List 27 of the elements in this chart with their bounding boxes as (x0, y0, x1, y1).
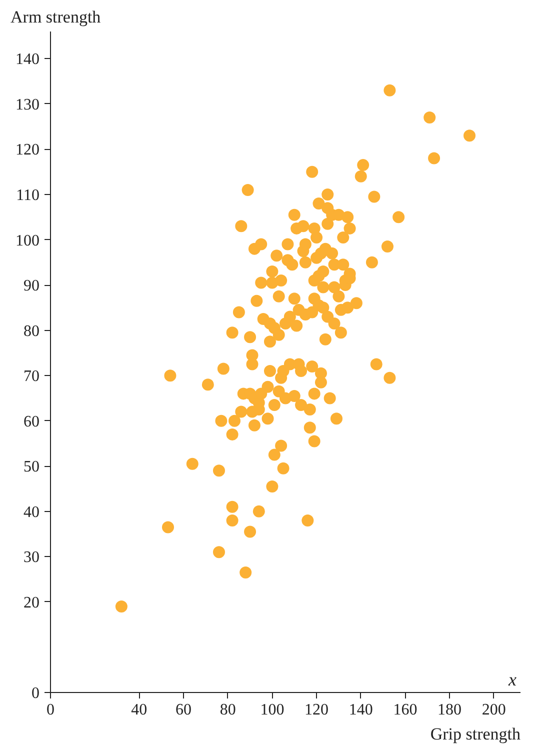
y-tick-label: 30 (24, 549, 40, 566)
y-tick-label: 90 (24, 278, 40, 295)
x-tick-label: 40 (131, 702, 148, 718)
y-tick-label: 0 (32, 685, 40, 702)
x-tick-label: 80 (220, 702, 236, 718)
y-tick-label: 60 (24, 413, 40, 430)
x-tick-label: 0 (46, 702, 54, 718)
x-tick-label: 200 (482, 702, 506, 718)
x-tick-label: 180 (438, 702, 462, 718)
y-tick-label: 130 (16, 96, 40, 114)
x-tick-label: 100 (260, 702, 284, 718)
x-axis-title: Grip strength (430, 724, 521, 744)
y-tick-label: 40 (24, 504, 40, 521)
y-tick-label: 120 (16, 142, 40, 159)
y-tick-label: 110 (16, 186, 40, 204)
y-tick-label: 50 (24, 458, 40, 476)
annotation: x (508, 670, 516, 690)
y-tick-label: 20 (24, 594, 40, 612)
y-axis-title: Arm strength (10, 8, 102, 26)
y-tick-label: 70 (24, 368, 40, 386)
x-tick-label: 120 (304, 702, 329, 718)
y-tick-label: 140 (16, 51, 40, 68)
x-tick-label: 140 (348, 702, 373, 718)
y-tick-label: 80 (24, 322, 40, 340)
x-tick-label: 60 (176, 702, 192, 718)
y-tick-label: 100 (16, 232, 40, 250)
x-tick-label: 160 (393, 702, 418, 718)
